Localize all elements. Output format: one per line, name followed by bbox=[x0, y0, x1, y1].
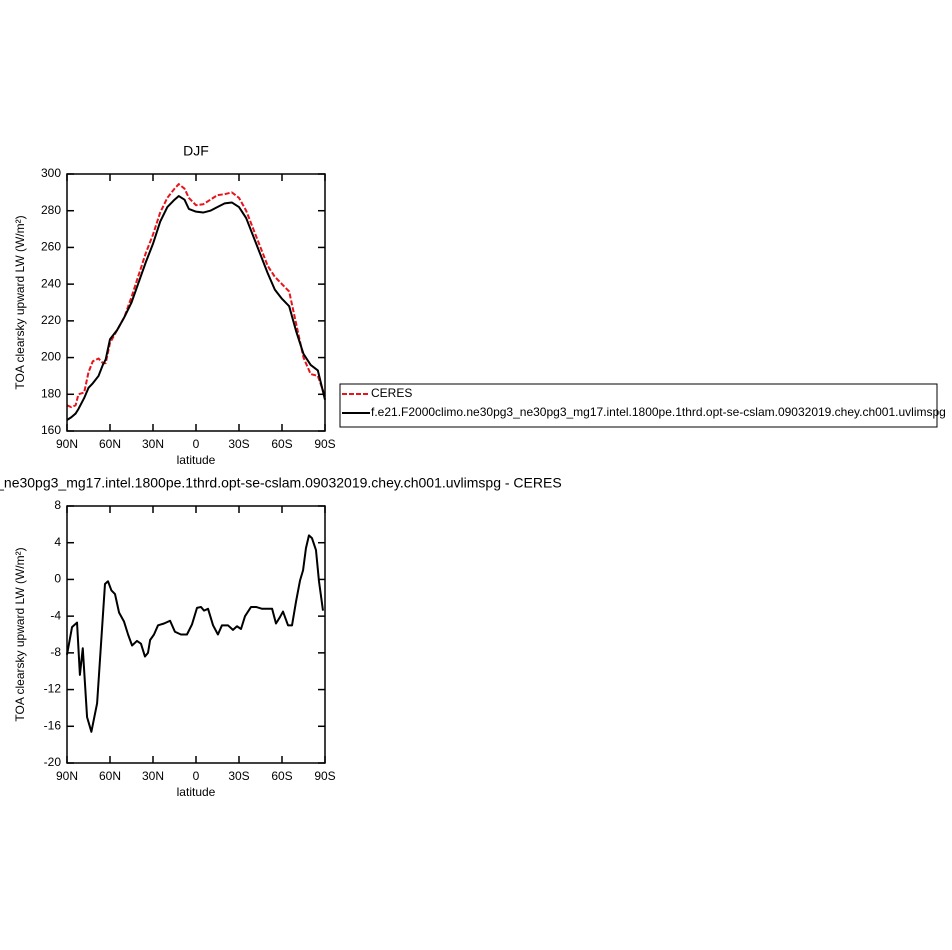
legend-box bbox=[339, 383, 938, 428]
x-tick-label: 30S bbox=[228, 437, 249, 451]
chart-title: DJF bbox=[183, 143, 209, 159]
legend-label: f.e21.F2000climo.ne30pg3_ne30pg3_mg17.in… bbox=[371, 405, 946, 419]
legend-label: CERES bbox=[371, 386, 412, 400]
y-tick-label: -20 bbox=[44, 755, 62, 769]
y-tick-label: 180 bbox=[41, 386, 61, 400]
y-tick-label: 280 bbox=[41, 203, 61, 217]
x-axis-label: latitude bbox=[177, 453, 216, 467]
y-tick-label: 0 bbox=[54, 572, 61, 586]
data-line bbox=[66, 195, 326, 421]
x-tick-label: 30N bbox=[142, 769, 164, 783]
data-line bbox=[66, 534, 324, 733]
chart-title: f.e21.F2000climo.ne30pg3_ne30pg3_mg17.in… bbox=[0, 475, 562, 491]
y-axis-label: TOA clearsky upward LW (W/m²) bbox=[13, 547, 27, 721]
x-tick-label: 60N bbox=[99, 769, 121, 783]
y-tick-label: 8 bbox=[54, 498, 61, 512]
y-tick-label: 4 bbox=[54, 535, 61, 549]
x-tick-label: 90N bbox=[56, 437, 78, 451]
plot-frame bbox=[66, 505, 326, 764]
y-tick-label: -8 bbox=[50, 645, 61, 659]
y-tick-label: 200 bbox=[41, 350, 61, 364]
y-tick-label: 260 bbox=[41, 240, 61, 254]
x-tick-label: 60S bbox=[271, 437, 292, 451]
y-tick-label: -12 bbox=[44, 682, 62, 696]
y-tick-label: 240 bbox=[41, 276, 61, 290]
y-tick-label: 160 bbox=[41, 423, 61, 437]
y-tick-label: 300 bbox=[41, 166, 61, 180]
x-tick-label: 0 bbox=[193, 769, 200, 783]
y-axis-label: TOA clearsky upward LW (W/m²) bbox=[13, 215, 27, 389]
x-tick-label: 90N bbox=[56, 769, 78, 783]
x-tick-label: 90S bbox=[314, 769, 335, 783]
x-tick-label: 90S bbox=[314, 437, 335, 451]
x-tick-label: 30N bbox=[142, 437, 164, 451]
data-line bbox=[66, 183, 326, 409]
x-axis-label: latitude bbox=[177, 785, 216, 799]
y-tick-label: -4 bbox=[50, 608, 61, 622]
x-tick-label: 60N bbox=[99, 437, 121, 451]
x-tick-label: 30S bbox=[228, 769, 249, 783]
x-tick-label: 0 bbox=[193, 437, 200, 451]
y-tick-label: -16 bbox=[44, 718, 62, 732]
plot-frame bbox=[66, 173, 326, 432]
y-tick-label: 220 bbox=[41, 313, 61, 327]
x-tick-label: 60S bbox=[271, 769, 292, 783]
